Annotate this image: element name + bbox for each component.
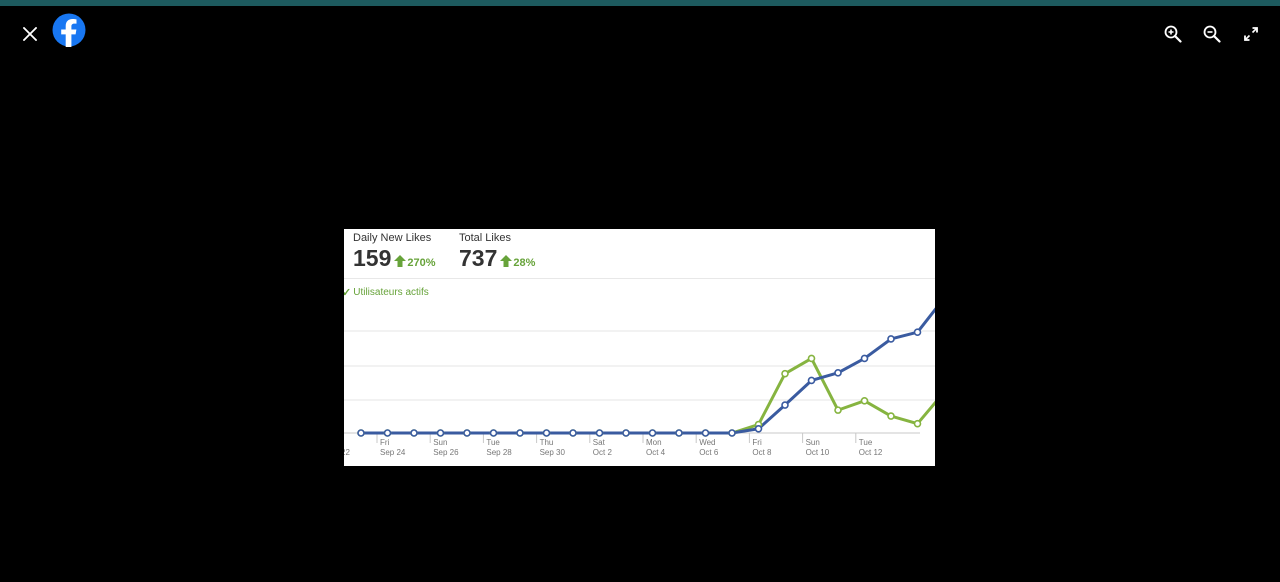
data-point <box>807 376 816 385</box>
data-point <box>436 429 445 437</box>
x-tick-day-label: Sat <box>593 438 606 447</box>
up-arrow-icon <box>500 254 513 267</box>
x-tick-day-label: Sun <box>806 438 820 447</box>
close-button[interactable] <box>14 18 46 50</box>
x-tick-date-label: Oct 4 <box>646 448 666 457</box>
x-tick-date-label: Oct 10 <box>806 448 830 457</box>
stat-change: 270% <box>407 257 436 269</box>
chart-legend: ✓ Utilisateurs actifs <box>344 286 429 299</box>
data-point <box>357 429 365 437</box>
photo-image: Daily New Likes 159 270% Total Likes 737… <box>344 229 935 466</box>
data-point <box>701 429 710 437</box>
facebook-logo-icon <box>52 13 86 47</box>
stat-value: 159 <box>353 245 392 271</box>
data-point <box>913 419 922 428</box>
stat-change: 28% <box>513 257 536 269</box>
x-tick-date-label: Oct 8 <box>752 448 772 457</box>
x-tick-date-label: Sep 26 <box>433 448 459 457</box>
stat-label: Daily New Likes <box>353 232 432 244</box>
series-line <box>361 356 935 435</box>
data-point <box>860 354 869 363</box>
close-icon <box>23 27 37 41</box>
data-point <box>383 429 392 437</box>
stat-value: 737 <box>459 245 498 271</box>
x-tick-date-label: Oct 6 <box>699 448 719 457</box>
top-accent-bar <box>0 0 1280 6</box>
x-tick-date-label: Oct 12 <box>859 448 883 457</box>
up-arrow-icon <box>394 254 407 267</box>
data-point <box>913 328 922 336</box>
zoom-out-icon <box>1203 25 1221 43</box>
data-point <box>807 354 816 363</box>
legend-label: Utilisateurs actifs <box>353 287 429 298</box>
data-point <box>410 429 418 437</box>
x-tick-day-label: Thu <box>540 438 554 447</box>
data-point <box>781 401 789 409</box>
x-tick-date-label: Sep 30 <box>540 448 566 457</box>
x-tick-day-label: Fri <box>380 438 390 447</box>
photo-viewer: Daily New Likes 159 270% Total Likes 737… <box>0 6 1280 582</box>
data-point <box>834 406 842 414</box>
data-point <box>463 429 471 437</box>
data-point <box>489 429 498 437</box>
x-tick-date-label: Sep 24 <box>380 448 406 457</box>
stat-label: Total Likes <box>459 232 511 244</box>
data-point <box>860 397 869 405</box>
data-point <box>542 429 551 437</box>
checkbox-icon: ✓ <box>344 287 352 299</box>
x-tick-day-label: Tue <box>859 438 873 447</box>
x-tick-date-label: Sep 28 <box>486 448 512 457</box>
zoom-out-button[interactable] <box>1192 18 1231 50</box>
x-tick-day-label: Mon <box>646 438 662 447</box>
zoom-in-icon <box>1164 25 1182 43</box>
data-point <box>595 429 604 437</box>
zoom-in-button[interactable] <box>1153 18 1192 50</box>
data-point <box>648 429 657 437</box>
data-point <box>728 429 736 437</box>
x-tick-date-label: Oct 2 <box>593 448 613 457</box>
data-point <box>887 412 895 420</box>
data-point <box>781 369 789 378</box>
x-tick-date-label: 22 <box>344 448 350 457</box>
fullscreen-button[interactable] <box>1231 18 1270 50</box>
data-point <box>754 424 763 433</box>
data-point <box>569 429 577 437</box>
data-point <box>887 335 895 343</box>
data-point <box>622 429 630 437</box>
data-point <box>675 429 683 437</box>
x-tick-day-label: Wed <box>699 438 715 447</box>
viewer-toolbar <box>1153 18 1280 50</box>
data-point <box>834 369 842 377</box>
x-tick-day-label: Tue <box>486 438 500 447</box>
data-point <box>516 429 524 437</box>
divider <box>344 278 935 279</box>
x-tick-day-label: Sun <box>433 438 447 447</box>
x-tick-day-label: Fri <box>752 438 762 447</box>
fullscreen-icon <box>1243 27 1258 41</box>
facebook-logo[interactable] <box>52 13 86 47</box>
